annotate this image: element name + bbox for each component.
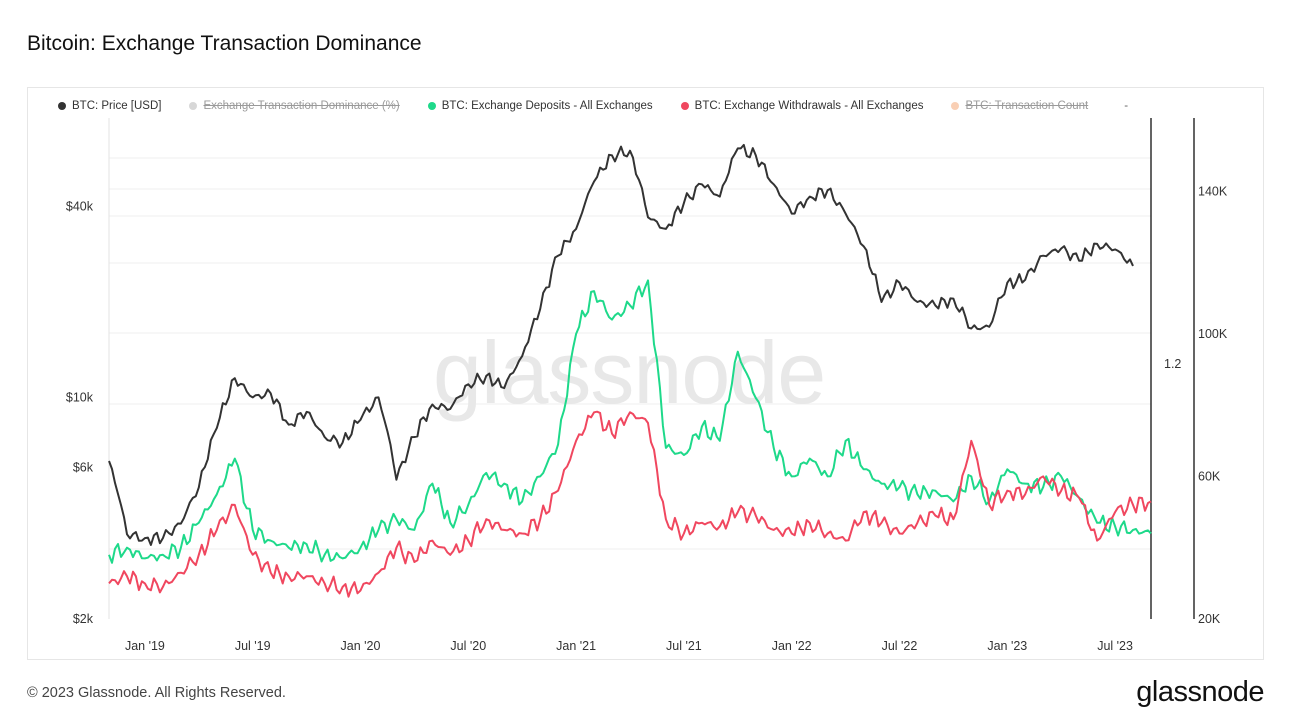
axes — [108, 118, 1195, 619]
y-left-tick-label: $40k — [66, 200, 94, 214]
legend-label: BTC: Exchange Deposits - All Exchanges — [441, 100, 653, 112]
x-tick-label: Jul '21 — [666, 639, 702, 653]
y-left-tick-label: $10k — [66, 390, 94, 404]
series-line-0 — [108, 143, 1134, 546]
x-tick-label: Jan '19 — [125, 639, 165, 653]
series-line-2 — [108, 410, 1152, 598]
series-layer — [108, 143, 1152, 598]
x-tick-label: Jan '20 — [341, 639, 381, 653]
gridlines — [109, 157, 1151, 550]
x-tick-label: Jan '21 — [556, 639, 596, 653]
legend-dot-icon — [951, 102, 960, 110]
y-right-tick-label: 140K — [1198, 184, 1228, 198]
legend-label: BTC: Price [USD] — [72, 100, 162, 112]
legend-dot-icon — [189, 102, 198, 110]
chart-svg: glassnode Jan '19 Jul '19 Jan '20 Jul '20 Ja… — [66, 118, 1228, 653]
copyright-text: © 2023 Glassnode. All Rights Reserved. — [27, 685, 286, 701]
chart-panel: glassnode Jan '19 Jul '19 Jan '20 Jul '20 Ja… — [27, 87, 1264, 660]
chart-legend: BTC: Price [USD] Exchange Transaction Dom… — [58, 100, 1128, 112]
x-tick-label: Jul '22 — [882, 639, 918, 653]
legend-item-1[interactable]: Exchange Transaction Dominance (%) — [189, 100, 400, 112]
y-right-tick-label: 60K — [1198, 469, 1221, 483]
x-tick-label: Jan '23 — [987, 639, 1027, 653]
legend-item-2[interactable]: BTC: Exchange Deposits - All Exchanges — [427, 100, 653, 112]
chart-watermark: glassnode — [433, 323, 825, 422]
legend-more-indicator[interactable]: - — [1124, 100, 1129, 112]
x-tick-label: Jul '20 — [450, 639, 486, 653]
legend-label: Exchange Transaction Dominance (%) — [203, 100, 400, 112]
y-left-tick-label: $2k — [73, 612, 94, 626]
legend-label: BTC: Exchange Withdrawals - All Exchange… — [694, 100, 924, 112]
legend-label: BTC: Transaction Count — [965, 100, 1089, 112]
x-tick-label: Jul '23 — [1097, 639, 1133, 653]
legend-item-3[interactable]: BTC: Exchange Withdrawals - All Exchange… — [680, 100, 924, 112]
y-right-tick-label: 100K — [1198, 327, 1228, 341]
y-inner-right-tick-label: 1.2 — [1164, 357, 1181, 371]
legend-item-0[interactable]: BTC: Price [USD] — [58, 100, 161, 112]
page-title: Bitcoin: Exchange Transaction Dominance — [27, 32, 422, 55]
y-left-tick-label: $6k — [73, 461, 94, 475]
x-tick-label: Jul '19 — [235, 639, 271, 653]
legend-dot-icon — [680, 102, 689, 110]
series-line-1 — [108, 279, 1152, 564]
y-right-tick-label: 20K — [1198, 612, 1221, 626]
glassnode-logo: glassnode — [1136, 676, 1264, 708]
legend-dot-icon — [58, 102, 66, 110]
tick-labels: Jan '19 Jul '19 Jan '20 Jul '20 Jan '21 Jul '… — [66, 184, 1228, 653]
legend-item-4[interactable]: BTC: Transaction Count — [951, 100, 1088, 112]
x-tick-label: Jan '22 — [772, 639, 812, 653]
legend-dot-icon — [427, 102, 436, 110]
